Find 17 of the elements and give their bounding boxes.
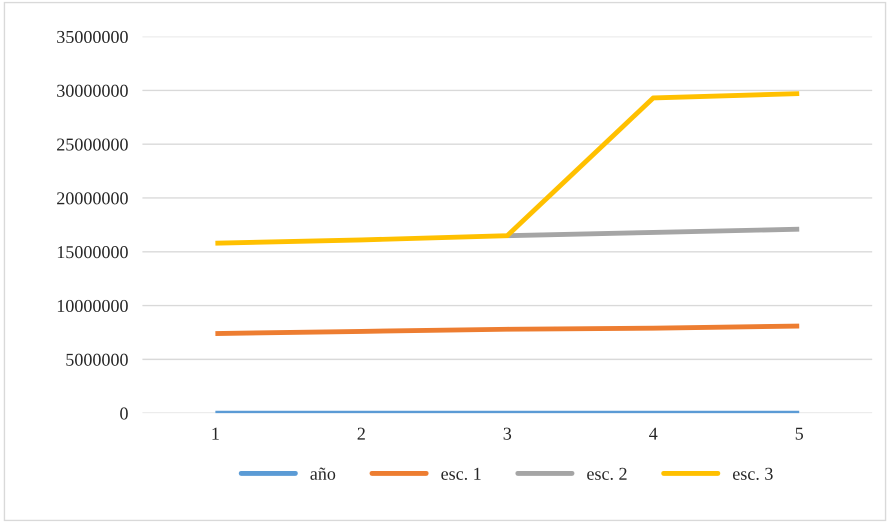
x-tick-label: 1 bbox=[212, 428, 219, 440]
y-tick-label: 0 bbox=[120, 407, 128, 420]
y-tick-label: 20000000 bbox=[57, 192, 128, 204]
legend-label: año bbox=[310, 468, 336, 480]
y-tick-label: 10000000 bbox=[58, 300, 128, 312]
y-tick-label: 25000000 bbox=[57, 138, 128, 151]
legend-label: esc. 2 bbox=[587, 468, 627, 480]
y-tick-label: 35000000 bbox=[57, 30, 128, 44]
y-tick-label: 5000000 bbox=[66, 354, 128, 366]
legend-label: esc. 3 bbox=[732, 468, 773, 480]
x-tick-label: 5 bbox=[796, 428, 804, 440]
x-tick-label: 3 bbox=[504, 428, 512, 440]
y-tick-label: 30000000 bbox=[57, 84, 128, 97]
x-tick-label: 4 bbox=[649, 428, 658, 440]
x-tick-label: 2 bbox=[358, 428, 365, 440]
y-tick-label: 15000000 bbox=[58, 246, 128, 258]
legend-label: esc. 1 bbox=[441, 468, 481, 480]
